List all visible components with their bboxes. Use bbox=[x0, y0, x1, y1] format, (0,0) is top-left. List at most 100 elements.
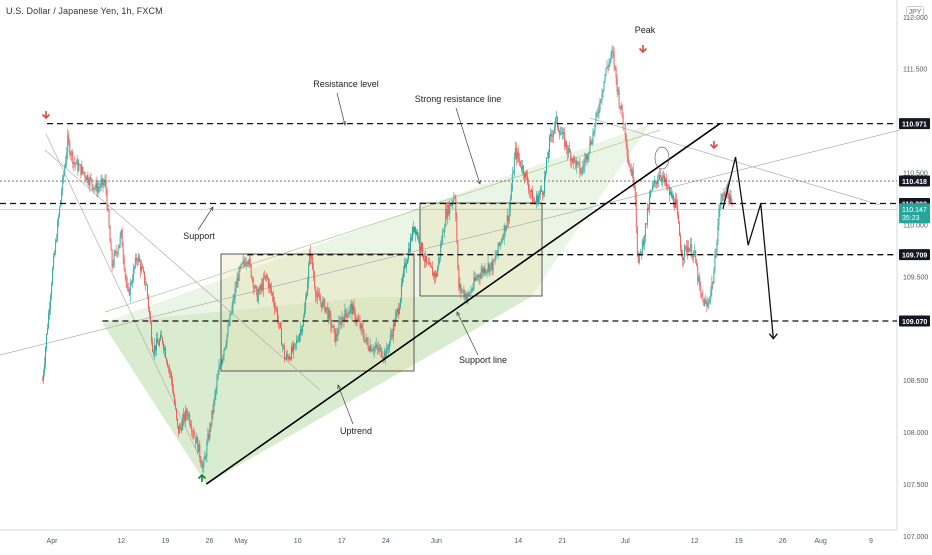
candle-body-162 bbox=[205, 456, 207, 458]
candle-body-442 bbox=[487, 263, 489, 270]
price-tick-8: 107.000 bbox=[903, 534, 928, 541]
candle-body-61 bbox=[103, 183, 105, 186]
time-tick-11: Jul bbox=[621, 538, 630, 545]
arrow-down-april-head bbox=[41, 113, 51, 120]
candle-body-73 bbox=[115, 251, 117, 253]
candle-body-141 bbox=[184, 413, 186, 421]
candle-body-331 bbox=[375, 344, 377, 348]
candle-body-62 bbox=[104, 180, 106, 184]
time-tick-3: 26 bbox=[206, 538, 214, 545]
candle-body-486 bbox=[531, 189, 533, 203]
candle-body-200 bbox=[243, 260, 245, 263]
candle-body-326 bbox=[370, 345, 372, 352]
candle-body-519 bbox=[565, 141, 567, 147]
candle-body-607 bbox=[653, 180, 655, 185]
candle-body-174 bbox=[217, 374, 219, 381]
level-label-bg-0 bbox=[899, 118, 930, 130]
candle-body-114 bbox=[157, 338, 158, 344]
candle-body-444 bbox=[489, 264, 491, 272]
candle-body-483 bbox=[528, 190, 530, 191]
candle-body-511 bbox=[557, 116, 559, 128]
candle-body-525 bbox=[571, 158, 573, 162]
candle-body-103 bbox=[145, 284, 147, 286]
candle-body-624 bbox=[671, 191, 672, 198]
candle-body-544 bbox=[590, 141, 592, 145]
candle-body-301 bbox=[345, 309, 347, 314]
annotation-pointer-0 bbox=[336, 92, 346, 126]
candle-body-459 bbox=[504, 225, 506, 232]
candle-body-347 bbox=[391, 334, 393, 337]
candle-body-478 bbox=[523, 174, 525, 178]
candle-body-418 bbox=[463, 290, 465, 298]
candle-body-188 bbox=[231, 306, 233, 314]
candle-body-560 bbox=[606, 67, 608, 68]
candle-body-372 bbox=[417, 231, 418, 239]
candle-body-191 bbox=[234, 288, 236, 299]
candle-body-110 bbox=[152, 351, 154, 354]
candle-body-491 bbox=[537, 195, 538, 204]
candle-body-273 bbox=[317, 292, 319, 298]
candle-body-80 bbox=[122, 247, 124, 259]
candle-body-314 bbox=[358, 320, 360, 322]
candle-body-590 bbox=[636, 227, 638, 254]
candle-body-457 bbox=[502, 238, 504, 239]
candle-body-422 bbox=[467, 293, 469, 298]
candle-body-87 bbox=[129, 282, 131, 296]
candle-body-254 bbox=[298, 340, 300, 342]
candle-body-25 bbox=[67, 135, 69, 153]
level-label-4: 109.070 bbox=[902, 319, 927, 326]
candle-body-570 bbox=[616, 77, 618, 92]
candle-body-569 bbox=[615, 67, 617, 78]
candle-body-307 bbox=[351, 303, 353, 315]
candle-body-510 bbox=[556, 116, 558, 119]
candle-body-100 bbox=[142, 268, 144, 272]
candle-body-69 bbox=[111, 250, 113, 267]
candle-body-500 bbox=[546, 158, 547, 172]
candle-body-165 bbox=[208, 434, 210, 439]
candle-body-257 bbox=[301, 328, 303, 332]
candle-body-664 bbox=[711, 282, 713, 291]
candle-body-287 bbox=[331, 326, 333, 328]
currency-badge[interactable]: JPY bbox=[906, 6, 924, 18]
candle-body-460 bbox=[505, 225, 507, 232]
candle-body-573 bbox=[619, 106, 621, 109]
candle-body-158 bbox=[201, 463, 203, 468]
candle-body-78 bbox=[120, 230, 122, 236]
candle-body-362 bbox=[406, 259, 408, 264]
candle-body-336 bbox=[380, 347, 382, 357]
candle-body-214 bbox=[257, 292, 259, 302]
candle-body-469 bbox=[514, 147, 516, 157]
candle-body-366 bbox=[411, 237, 412, 240]
candle-body-128 bbox=[171, 373, 173, 381]
candle-body-271 bbox=[315, 287, 317, 297]
candle-body-622 bbox=[669, 187, 670, 195]
candle-body-249 bbox=[293, 344, 294, 352]
candle-body-258 bbox=[302, 325, 304, 332]
candle-body-104 bbox=[146, 284, 148, 296]
candle-body-81 bbox=[123, 258, 125, 270]
candle-body-395 bbox=[440, 244, 442, 257]
candle-body-676 bbox=[723, 194, 725, 197]
candle-body-616 bbox=[663, 175, 664, 178]
annotation-label-5: Uptrend bbox=[340, 426, 372, 436]
candle-body-578 bbox=[624, 123, 626, 135]
candle-body-334 bbox=[378, 348, 380, 351]
candle-body-197 bbox=[240, 263, 242, 268]
candle-body-633 bbox=[680, 235, 682, 249]
candle-body-481 bbox=[526, 175, 528, 184]
candle-body-468 bbox=[513, 156, 515, 174]
candle-body-308 bbox=[352, 305, 354, 315]
candle-body-182 bbox=[225, 343, 227, 348]
candle-body-269 bbox=[313, 268, 315, 277]
candle-body-414 bbox=[459, 284, 461, 289]
candle-body-600 bbox=[646, 207, 648, 224]
candle-body-376 bbox=[421, 242, 423, 251]
candle-body-85 bbox=[127, 288, 129, 290]
candle-body-295 bbox=[339, 321, 341, 323]
candle-body-121 bbox=[164, 348, 165, 350]
price-axis: 112.000 111.500 110.500 110.000 109.500 108.5… bbox=[899, 15, 930, 541]
level-label-3: 109.709 bbox=[902, 253, 927, 260]
candle-body-387 bbox=[432, 267, 434, 276]
candle-body-620 bbox=[667, 186, 668, 188]
